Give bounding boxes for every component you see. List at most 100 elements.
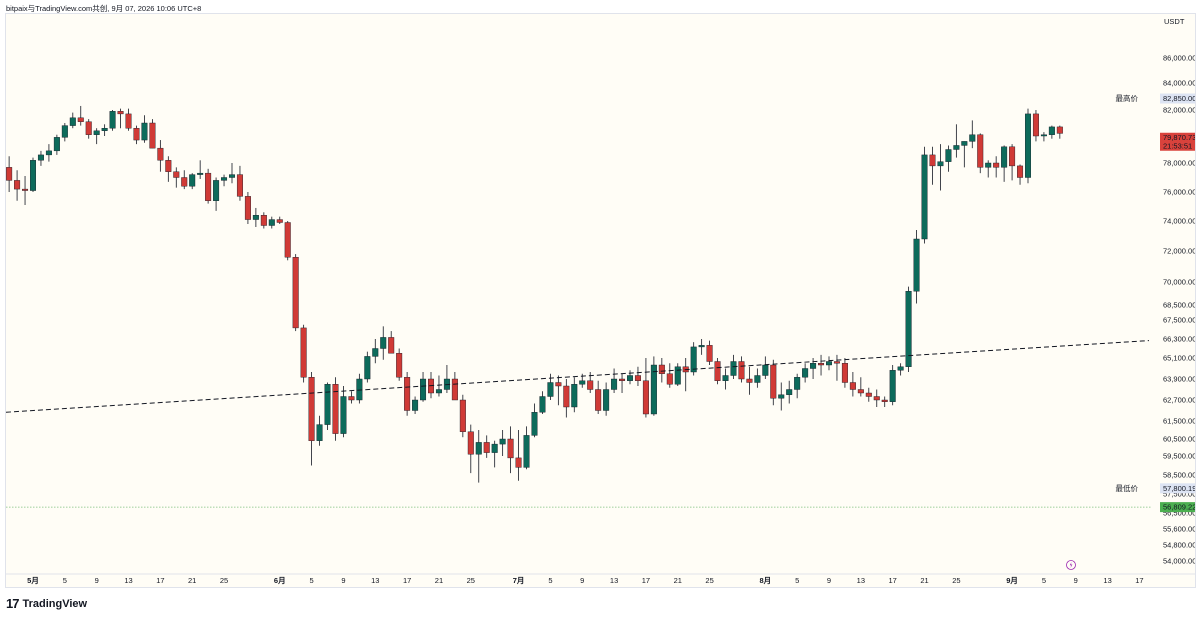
y-tick-label: 63,900.00 (1163, 375, 1195, 384)
candle-body (674, 366, 681, 385)
candle-body (897, 366, 904, 371)
candle-body (181, 177, 188, 187)
candle-body (634, 375, 641, 381)
high-price-tag-value: 82,850.00 (1163, 94, 1195, 103)
x-tick-label: 13 (1103, 576, 1111, 585)
trendline (6, 340, 1150, 413)
candle-body (977, 134, 984, 168)
y-tick-label: 67,500.00 (1163, 316, 1195, 325)
candle-body (786, 389, 793, 395)
x-tick-label: 5 (310, 576, 314, 585)
y-tick-label: 66,300.00 (1163, 335, 1195, 344)
x-tick-label: 9月 (1006, 576, 1018, 585)
y-tick-label: 54,800.00 (1163, 541, 1195, 550)
candle-body (284, 222, 291, 258)
current-price-tag-box (1160, 132, 1195, 151)
candle-body (579, 380, 586, 385)
x-tick-label: 17 (403, 576, 411, 585)
tradingview-logo[interactable]: 17 TradingView (6, 596, 87, 611)
y-tick-label: 60,500.00 (1163, 435, 1195, 444)
x-tick-label: 13 (124, 576, 132, 585)
tradingview-brand-text: TradingView (22, 597, 88, 610)
candle-body (364, 356, 371, 380)
candle-body (778, 394, 785, 399)
candle-body (539, 396, 546, 413)
y-tick-label: 74,000.00 (1163, 217, 1195, 226)
candle-body (499, 438, 506, 445)
candle-body (794, 377, 801, 390)
candle-body (826, 361, 833, 366)
candle-body (650, 364, 657, 415)
candle-body (85, 121, 92, 135)
candle-body (117, 111, 124, 115)
candle-body (22, 188, 29, 191)
candle-body (61, 125, 68, 138)
y-tick-label: 78,000.00 (1163, 159, 1195, 168)
candle-body (889, 370, 896, 402)
candle-body (45, 150, 52, 156)
candle-body (523, 435, 530, 468)
candle-body (149, 122, 156, 149)
candle-body (507, 438, 514, 459)
candle-body (109, 111, 116, 129)
candle-body (300, 327, 307, 378)
x-tick-label: 5 (548, 576, 552, 585)
y-tick-label: 62,700.00 (1163, 396, 1195, 405)
y-tick-label: 54,000.00 (1163, 557, 1195, 566)
x-tick-label: 13 (857, 576, 865, 585)
candle-body (961, 141, 968, 146)
candle-body (666, 373, 673, 385)
candle-body (260, 214, 267, 226)
x-tick-label: 25 (952, 576, 960, 585)
x-tick-label: 9 (580, 576, 584, 585)
x-tick-label: 25 (705, 576, 713, 585)
candle-body (595, 389, 602, 411)
candle-body (849, 382, 856, 390)
candle-body (69, 117, 76, 126)
x-tick-label: 17 (156, 576, 164, 585)
y-tick-label: 84,000.00 (1163, 79, 1195, 88)
x-tick-label: 21 (674, 576, 682, 585)
x-tick-label: 17 (642, 576, 650, 585)
x-tick-label: 7月 (513, 576, 525, 585)
candle-body (467, 431, 474, 455)
candle-body (205, 172, 212, 201)
candle-body (221, 177, 228, 181)
candle-body (698, 345, 705, 348)
candle-body (173, 171, 180, 178)
candle-body (690, 346, 697, 373)
candlestick-chart[interactable]: 86,000.0084,000.0082,000.0080,000.0078,0… (6, 14, 1195, 587)
candle-body (388, 337, 395, 354)
x-tick-label: 25 (220, 576, 228, 585)
candle-body (627, 375, 634, 381)
candle-body (587, 380, 594, 390)
candle-body (770, 364, 777, 399)
low-price-tag-box (1160, 483, 1195, 494)
candle-body (714, 361, 721, 381)
current-price-tag-value: 79,870.73 (1163, 133, 1195, 142)
candle-body (865, 392, 872, 397)
candle-body (324, 384, 331, 425)
y-tick-label: 68,500.00 (1163, 301, 1195, 310)
y-tick-label: 82,000.00 (1163, 106, 1195, 115)
candle-body (873, 396, 880, 401)
candle-body (491, 443, 498, 453)
candle-body (435, 389, 442, 394)
candle-body (372, 348, 379, 357)
low-price-tag-value: 57,800.19 (1163, 484, 1195, 493)
current-price-tag-timer: 21:53:51 (1163, 142, 1192, 151)
candle-body (563, 385, 570, 408)
candle-body (658, 364, 665, 374)
candle-body (881, 399, 888, 402)
low-line-tag-box (1160, 502, 1195, 513)
candle-body (404, 377, 411, 411)
candle-body (483, 442, 490, 453)
candle-body (857, 389, 864, 394)
candle-body (141, 122, 148, 141)
low-line-tag-value: 56,809.22 (1163, 503, 1195, 512)
chart-frame[interactable]: 86,000.0084,000.0082,000.0080,000.0078,0… (5, 13, 1196, 588)
candle-body (292, 256, 299, 329)
x-tick-label: 5月 (27, 576, 39, 585)
y-tick-label: 56,500.00 (1163, 509, 1195, 518)
chart-header: bitpaix与TradingView.com共创, 9月 07, 2026 1… (6, 4, 202, 13)
